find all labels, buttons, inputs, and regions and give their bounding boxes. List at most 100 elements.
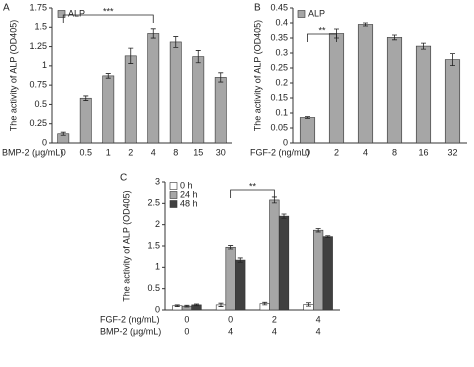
- y-tick-label: 2.5: [147, 198, 160, 208]
- error-bar: [173, 36, 179, 48]
- x-tick-label: 0: [228, 314, 233, 324]
- y-tick-label: 0.1: [275, 107, 288, 117]
- y-tick-label: 0.2: [275, 77, 288, 87]
- bar: [322, 236, 333, 311]
- bar: [147, 33, 160, 144]
- x-tick-label: 0: [184, 314, 189, 324]
- error-bar: [150, 28, 156, 39]
- error-bar: [281, 213, 287, 219]
- error-bar: [237, 257, 243, 263]
- legend-label: ALP: [308, 8, 325, 18]
- bar: [214, 77, 227, 144]
- legend-label: 0 h: [180, 180, 193, 190]
- legend-swatch: [297, 10, 306, 18]
- bar: [299, 117, 316, 144]
- bar: [169, 41, 182, 144]
- legend-label: 48 h: [180, 198, 198, 208]
- error-bar: [184, 304, 190, 308]
- y-tick-label: 0.35: [270, 32, 288, 42]
- bar: [278, 215, 290, 311]
- error-bar: [363, 22, 368, 27]
- error-bar: [421, 42, 426, 50]
- y-tick-label: 0.75: [29, 80, 47, 90]
- bar: [225, 246, 236, 311]
- bar: [124, 55, 137, 144]
- significance-label: ***: [103, 6, 114, 16]
- x-tick-label: 4: [151, 147, 156, 157]
- error-bar: [228, 245, 234, 250]
- bar: [102, 75, 115, 144]
- panel-label: B: [254, 3, 261, 14]
- y-tick-label: 1.75: [29, 2, 47, 12]
- error-bar: [128, 47, 134, 64]
- legend-swatch: [169, 191, 178, 199]
- error-bar: [174, 304, 180, 307]
- y-tick-label: 0.3: [275, 47, 288, 57]
- y-tick-label: 0: [155, 304, 160, 314]
- x-tick-label: 4: [228, 326, 233, 336]
- bar: [313, 229, 324, 311]
- y-tick-label: 1: [155, 262, 160, 272]
- x-axis-label: FGF-2 (ng/mL): [250, 147, 310, 157]
- y-axis-label: The activity of ALP (OD405): [8, 20, 18, 131]
- x-tick-label: 0: [61, 147, 66, 157]
- error-bar: [315, 228, 321, 233]
- y-tick-label: 2: [155, 219, 160, 229]
- error-bar: [83, 95, 89, 101]
- significance-bracket: [307, 33, 337, 42]
- significance-label: **: [249, 181, 257, 191]
- x-tick-label: 15: [193, 147, 203, 157]
- x-tick-label: 2: [128, 147, 133, 157]
- x-tick-label: 0: [305, 147, 310, 157]
- bar: [192, 56, 205, 144]
- error-bar: [194, 303, 199, 307]
- x-tick-label: 2: [334, 147, 339, 157]
- panel-label: A: [3, 3, 10, 14]
- y-tick-label: 1.25: [29, 41, 47, 51]
- error-bar: [60, 131, 66, 136]
- y-tick-label: 1: [42, 60, 47, 70]
- x-row-label: FGF-2 (ng/mL): [100, 314, 160, 324]
- y-tick-label: 0.4: [275, 17, 288, 27]
- x-tick-label: 2: [272, 314, 277, 324]
- significance-bracket: [62, 14, 154, 23]
- y-tick-label: 3: [155, 176, 160, 186]
- error-bar: [105, 73, 111, 79]
- y-axis-label: The activity of ALP (OD405): [252, 20, 262, 131]
- y-tick-label: 1.5: [147, 240, 160, 250]
- legend-swatch: [169, 182, 178, 190]
- error-bar: [450, 53, 455, 66]
- error-bar: [305, 116, 310, 119]
- bar: [444, 59, 461, 144]
- bar: [357, 24, 374, 144]
- legend-label: ALP: [68, 8, 85, 18]
- error-bar: [392, 34, 397, 41]
- bar: [79, 97, 92, 144]
- x-tick-label: 4: [363, 147, 368, 157]
- x-row-label: BMP-2 (μg/mL): [100, 326, 161, 336]
- y-tick-label: 0.15: [270, 92, 288, 102]
- significance-bracket: [230, 189, 275, 198]
- error-bar: [325, 235, 331, 238]
- x-axis-label: BMP-2 (μg/mL): [2, 147, 63, 157]
- error-bar: [262, 301, 268, 306]
- x-tick-label: 32: [447, 147, 457, 157]
- legend-swatch: [169, 200, 178, 208]
- x-tick-label: 8: [173, 147, 178, 157]
- x-tick-label: 4: [316, 326, 321, 336]
- legend-swatch: [57, 10, 66, 18]
- x-tick-label: 4: [272, 326, 277, 336]
- bar: [415, 45, 432, 144]
- error-bar: [218, 302, 224, 307]
- y-tick-label: 1.5: [34, 22, 47, 32]
- bar: [269, 199, 280, 311]
- error-bar: [306, 302, 311, 307]
- significance-label: **: [318, 25, 326, 35]
- y-tick-label: 0.45: [270, 2, 288, 12]
- x-tick-label: 8: [392, 147, 397, 157]
- bar: [328, 33, 345, 144]
- legend-label: 24 h: [180, 189, 198, 199]
- y-tick-label: 0.05: [270, 122, 288, 132]
- x-tick-label: 16: [418, 147, 428, 157]
